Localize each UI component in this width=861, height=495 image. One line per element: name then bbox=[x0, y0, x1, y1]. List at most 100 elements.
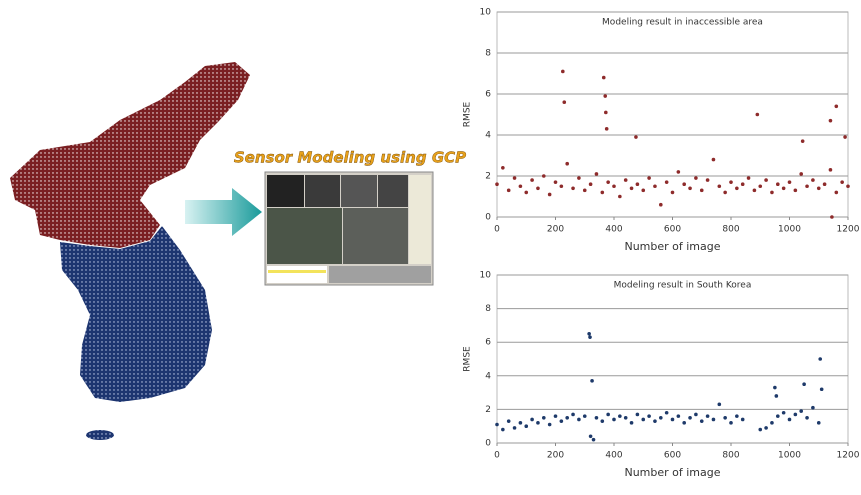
point bbox=[776, 414, 780, 418]
plot-area bbox=[497, 12, 848, 217]
point bbox=[665, 411, 669, 415]
point bbox=[630, 187, 634, 191]
y-tick-label: 2 bbox=[485, 172, 491, 182]
point bbox=[706, 414, 710, 418]
point bbox=[548, 193, 552, 197]
y-tick-label: 8 bbox=[485, 304, 491, 314]
point bbox=[595, 172, 599, 176]
point bbox=[758, 428, 762, 432]
point bbox=[524, 424, 528, 428]
point bbox=[735, 187, 739, 191]
point bbox=[729, 421, 733, 425]
point bbox=[604, 111, 608, 115]
point bbox=[829, 168, 833, 172]
point bbox=[829, 119, 833, 123]
point bbox=[554, 414, 558, 418]
point bbox=[606, 180, 610, 184]
jeju-island bbox=[86, 430, 114, 440]
point bbox=[700, 189, 704, 193]
point bbox=[817, 421, 821, 425]
point bbox=[775, 394, 779, 398]
point bbox=[571, 187, 575, 191]
point bbox=[677, 414, 681, 418]
point bbox=[524, 191, 528, 195]
point bbox=[741, 182, 745, 186]
point bbox=[805, 416, 809, 420]
point bbox=[801, 139, 805, 143]
south-korea-map bbox=[60, 226, 212, 402]
point bbox=[630, 421, 634, 425]
x-tick-label: 0 bbox=[494, 451, 500, 461]
point bbox=[590, 379, 594, 383]
x-tick-label: 200 bbox=[547, 451, 564, 461]
point bbox=[519, 184, 523, 188]
point bbox=[773, 386, 777, 390]
point bbox=[811, 178, 815, 182]
y-tick-label: 6 bbox=[485, 90, 491, 100]
y-tick-label: 0 bbox=[485, 213, 491, 223]
point bbox=[671, 191, 675, 195]
point bbox=[530, 178, 534, 182]
point bbox=[735, 414, 739, 418]
page: Sensor Modeling using GCP 02468100200400… bbox=[0, 0, 861, 495]
point bbox=[501, 428, 505, 432]
point bbox=[603, 94, 607, 98]
x-tick-label: 0 bbox=[494, 225, 500, 235]
point bbox=[688, 187, 692, 191]
point bbox=[694, 413, 698, 417]
point bbox=[495, 182, 499, 186]
y-tick-label: 6 bbox=[485, 338, 491, 348]
point bbox=[756, 113, 760, 117]
point bbox=[588, 335, 592, 339]
point bbox=[513, 176, 517, 180]
point bbox=[712, 418, 716, 422]
x-tick-label: 1200 bbox=[837, 225, 860, 235]
point bbox=[729, 180, 733, 184]
point bbox=[712, 158, 716, 162]
x-axis-label: Number of image bbox=[624, 240, 720, 253]
chart-title: Modeling result in inaccessible area bbox=[602, 18, 763, 28]
point bbox=[577, 176, 581, 180]
point bbox=[519, 421, 523, 425]
point bbox=[618, 195, 622, 199]
point bbox=[554, 180, 558, 184]
point bbox=[636, 182, 640, 186]
point bbox=[641, 418, 645, 422]
point bbox=[647, 176, 651, 180]
point bbox=[788, 418, 792, 422]
x-tick-label: 1200 bbox=[837, 451, 860, 461]
point bbox=[835, 191, 839, 195]
point bbox=[624, 416, 628, 420]
point bbox=[723, 191, 727, 195]
point bbox=[846, 184, 850, 188]
point bbox=[835, 105, 839, 109]
x-axis-label: Number of image bbox=[624, 466, 720, 479]
point bbox=[677, 170, 681, 174]
point bbox=[723, 416, 727, 420]
point bbox=[770, 191, 774, 195]
x-tick-label: 1000 bbox=[778, 451, 801, 461]
point bbox=[718, 184, 722, 188]
point bbox=[688, 416, 692, 420]
point bbox=[706, 178, 710, 182]
point bbox=[653, 419, 657, 423]
x-tick-label: 600 bbox=[664, 225, 681, 235]
y-axis-label: RMSE bbox=[463, 346, 473, 372]
y-tick-label: 0 bbox=[485, 439, 491, 449]
point bbox=[507, 419, 511, 423]
point bbox=[571, 413, 575, 417]
software-screenshot bbox=[265, 172, 433, 285]
point bbox=[653, 184, 657, 188]
point bbox=[624, 178, 628, 182]
point bbox=[565, 416, 569, 420]
point bbox=[823, 182, 827, 186]
point bbox=[694, 176, 698, 180]
point bbox=[776, 182, 780, 186]
point bbox=[562, 100, 566, 104]
point bbox=[659, 416, 663, 420]
point bbox=[682, 182, 686, 186]
y-tick-label: 8 bbox=[485, 49, 491, 59]
point bbox=[641, 189, 645, 193]
point bbox=[587, 332, 591, 336]
point bbox=[764, 426, 768, 430]
